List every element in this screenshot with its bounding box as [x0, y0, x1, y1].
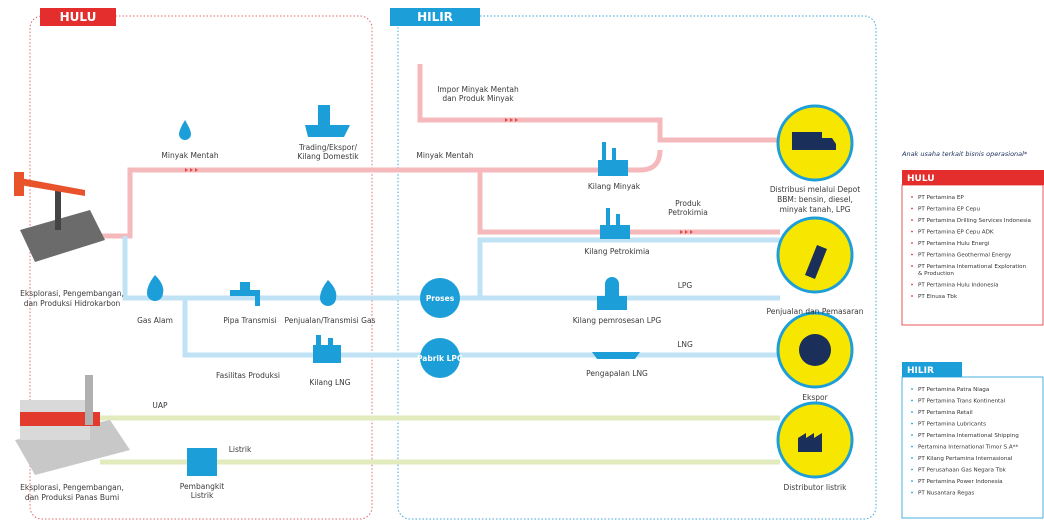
bullet [911, 196, 913, 198]
label: Kilang pemrosesan LPG [573, 316, 662, 325]
label: Kilang Petrokimia [584, 247, 649, 256]
label: Penjualan/Transmisi Gas [285, 316, 376, 325]
power-plant-icon [187, 448, 217, 476]
bullet [911, 231, 913, 233]
bullet [911, 480, 913, 482]
list-item: PT Elnusa Tbk [918, 294, 958, 300]
bullet [911, 411, 913, 413]
label: Pengapalan LNG [586, 369, 648, 378]
list-item: PT Pertamina Drilling Services Indonesia [918, 218, 1031, 224]
label: Distribusi melalui Depot [770, 185, 860, 194]
label: Penjualan dan Pemasaran [766, 307, 863, 316]
label: Trading/Ekspor/ [298, 143, 357, 152]
oil-rig-icon [14, 172, 105, 262]
list-item: PT Perusahaan Gas Negara Tbk [918, 468, 1007, 474]
label: Listrik [229, 445, 252, 454]
petrochem-icon [600, 208, 630, 239]
label: Impor Minyak Mentah [437, 85, 519, 94]
list-item: Pertamina International Timor S.A** [918, 445, 1018, 451]
label: Petrokimia [668, 208, 708, 217]
label: LPG [678, 281, 693, 290]
bullet [911, 434, 913, 436]
bullet [911, 400, 913, 402]
factory-icon [798, 433, 822, 452]
label: LNG [677, 340, 693, 349]
bullet [911, 388, 913, 390]
list-item: PT Nusantara Regas [918, 491, 974, 497]
list-item: PT Pertamina Patra Niaga [918, 387, 989, 393]
label: Produk [675, 199, 701, 208]
list-item: PT Pertamina Retail [918, 410, 973, 416]
list-item: PT Pertamina International Exploration [918, 264, 1027, 270]
label: Pipa Transmisi [223, 316, 276, 325]
bullet [911, 265, 913, 267]
label: Fasilitas Produksi [216, 371, 280, 380]
label: Listrik [191, 491, 214, 500]
ship-icon [305, 105, 350, 137]
list-item: PT Pertamina Geothermal Energy [918, 253, 1012, 259]
label: Eksplorasi, Pengembangan, [20, 289, 124, 298]
label: BBM: bensin, diesel, [777, 195, 853, 204]
bullet [911, 423, 913, 425]
pipes [100, 64, 780, 462]
label: Minyak Mentah [416, 151, 473, 160]
label: dan Produksi Panas Bumi [25, 493, 119, 502]
lng-refinery-icon [313, 335, 341, 363]
bullet [911, 208, 913, 210]
bullet [911, 492, 913, 494]
list-item: PT Pertamina Hulu Energi [918, 241, 990, 247]
label: Kilang Domestik [297, 152, 359, 161]
label: dan Produksi Hidrokarbon [24, 299, 121, 308]
hulu-list-title: HULU [907, 174, 935, 184]
value-chain-diagram: HULU HILIR Proses Pabrik LPG Minyak Ment… [0, 0, 1044, 522]
list-item: PT Pertamina Hulu Indonesia [918, 283, 999, 289]
gas-flame-icon [147, 275, 163, 301]
list-item: PT Pertamina EP Cepu [918, 207, 980, 213]
gas-sales-icon [320, 280, 336, 306]
list-item: & Production [918, 271, 954, 277]
pipe-valve-icon [230, 282, 260, 306]
label: Pembangkit [180, 482, 224, 491]
bullet [911, 457, 913, 459]
list-item: PT Pertamina Power Indonesia [918, 479, 1003, 485]
subsidiary-lists: PT Pertamina EP PT Pertamina EP Cepu PT Pe… [911, 195, 1031, 497]
hilir-title: HILIR [417, 10, 453, 24]
oil-refinery-icon [598, 142, 628, 176]
bullet [911, 219, 913, 221]
label: Minyak Mentah [161, 151, 218, 160]
lng-ship-icon [592, 352, 640, 359]
lpg-processing-icon [597, 277, 627, 310]
bullet [911, 295, 913, 297]
label: minyak tanah, LPG [780, 205, 851, 214]
bullet [911, 254, 913, 256]
globe-icon [799, 334, 831, 366]
list-item: PT Pertamina Trans Kontinental [918, 399, 1006, 405]
label: Gas Alam [137, 316, 173, 325]
label: Distributor listrik [784, 483, 848, 492]
label: Ekspor [802, 393, 828, 402]
subsidiaries-title: Anak usaha terkait bisnis operasional* [901, 150, 1028, 158]
list-item: PT Pertamina EP [918, 195, 964, 201]
hulu-title: HULU [60, 10, 97, 24]
lpg-factory-label: Pabrik LPG [417, 354, 463, 363]
bullet [911, 284, 913, 286]
bullet [911, 469, 913, 471]
bullet [911, 446, 913, 448]
list-item: PT Pertamina Lubricants [918, 422, 986, 428]
drop-icon [179, 120, 191, 140]
list-item: PT Kilang Pertamina Internasional [918, 456, 1013, 462]
label: Kilang Minyak [588, 182, 641, 191]
hilir-list-title: HILIR [907, 366, 934, 376]
label: dan Produk Minyak [442, 94, 514, 103]
list-item: PT Pertamina International Shipping [918, 433, 1019, 439]
label: UAP [152, 401, 168, 410]
process-label: Proses [426, 294, 455, 303]
label: Kilang LNG [309, 378, 350, 387]
label: Eksplorasi, Pengembangan, [20, 483, 124, 492]
bullet [911, 242, 913, 244]
list-item: PT Pertamina EP Cepu ADK [918, 230, 994, 236]
